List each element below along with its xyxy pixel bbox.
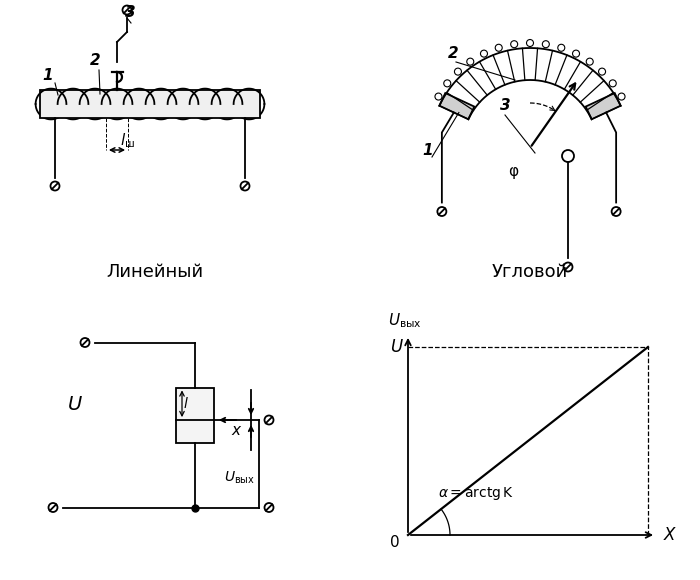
Text: 3: 3 — [125, 5, 136, 20]
Text: $l_{\rm ш}$: $l_{\rm ш}$ — [120, 132, 135, 150]
Text: $U_{\rm вых}$: $U_{\rm вых}$ — [224, 470, 255, 487]
Polygon shape — [440, 93, 475, 119]
Text: $\alpha = \rm arctg\, K$: $\alpha = \rm arctg\, K$ — [438, 485, 514, 502]
Text: l: l — [184, 397, 188, 411]
Text: Линейный: Линейный — [106, 263, 204, 281]
Bar — [40, 90, 260, 118]
Text: U: U — [390, 338, 402, 356]
Text: U: U — [68, 395, 83, 414]
Text: 1: 1 — [42, 68, 52, 83]
Text: 2: 2 — [448, 46, 458, 61]
Polygon shape — [586, 93, 621, 119]
Text: X: X — [664, 526, 676, 544]
Text: 0: 0 — [390, 535, 400, 550]
Text: Угловой: Угловой — [492, 263, 568, 281]
Text: x: x — [232, 423, 241, 438]
Text: φ: φ — [508, 164, 518, 179]
Text: 2: 2 — [90, 53, 101, 68]
Text: 3: 3 — [500, 98, 510, 113]
Text: 1: 1 — [422, 143, 433, 158]
Bar — [176, 387, 214, 443]
Text: $U_{\rm вых}$: $U_{\rm вых}$ — [388, 311, 422, 331]
